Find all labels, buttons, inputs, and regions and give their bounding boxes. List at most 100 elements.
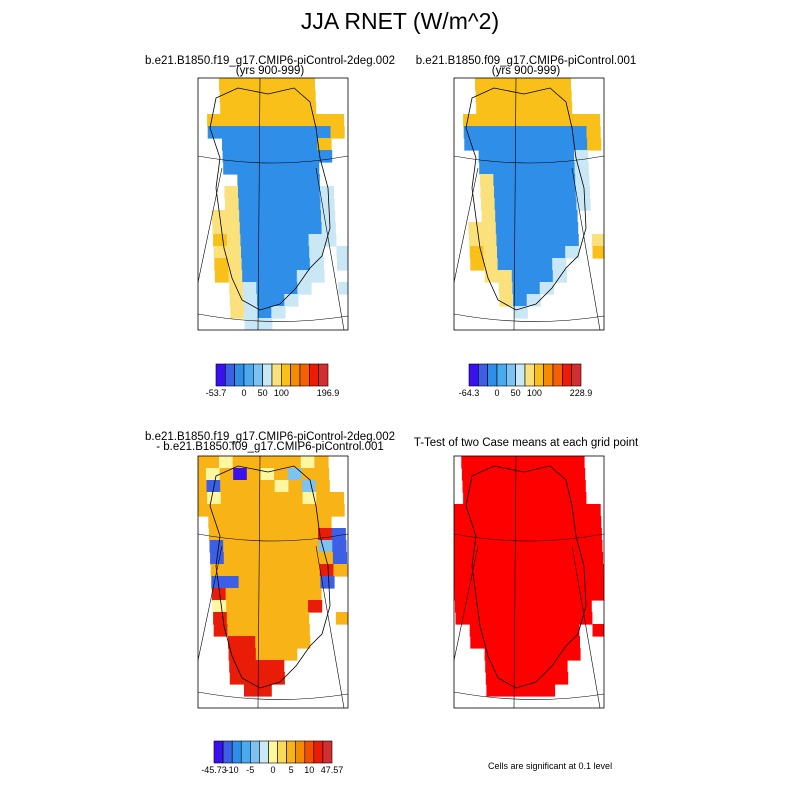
grid-cell [238, 564, 253, 577]
grid-cell [562, 576, 577, 589]
grid-cell [463, 504, 478, 517]
grid-cell [523, 600, 538, 613]
grid-cell [565, 246, 580, 259]
grid-cell [281, 612, 296, 625]
colorbar-swatch [543, 363, 554, 387]
grid-cell [320, 576, 335, 589]
colorbar-swatch [253, 363, 263, 387]
grid-cell [467, 588, 483, 601]
grid-cell [223, 552, 238, 565]
colorbar-swatch [271, 363, 282, 387]
colorbar-swatch [496, 363, 507, 387]
grid-cell [548, 564, 563, 577]
grid-cell [287, 456, 302, 469]
grid-cell [247, 102, 262, 115]
grid-cell [226, 600, 241, 613]
grid-cell [521, 564, 536, 577]
grid-cell [198, 456, 206, 469]
grid-cell [469, 246, 484, 259]
grid-cell [561, 540, 576, 553]
grid-cell [522, 210, 537, 223]
grid-cell [454, 600, 470, 613]
grid-cell [252, 588, 267, 601]
grid-cell [497, 624, 512, 637]
grid-cell [498, 648, 513, 661]
grid-cell [517, 480, 532, 493]
grid-cell [511, 270, 526, 283]
grid-cell [536, 222, 551, 235]
grid-cell [237, 174, 252, 187]
grid-cell [517, 102, 532, 115]
grid-cell [572, 126, 587, 139]
grid-cell [236, 150, 251, 163]
grid-cell [488, 78, 503, 91]
grid-cell [261, 102, 276, 115]
grid-cell [492, 528, 507, 541]
grid-cell [531, 126, 547, 139]
grid-cell [576, 576, 591, 589]
grid-cell [267, 612, 282, 625]
grid-cell [508, 210, 523, 223]
grid-cell [246, 78, 261, 91]
colorbar-swatch [286, 740, 297, 764]
grid-cell [478, 528, 493, 541]
colorbar-swatch [231, 740, 242, 764]
grid-cell [240, 234, 255, 247]
grid-cell [513, 306, 528, 319]
colorbar-tick-label: 0 [494, 388, 500, 398]
grid-cell [267, 222, 282, 235]
grid-cell [506, 540, 521, 553]
grid-cell [255, 636, 270, 649]
grid-cell [536, 600, 551, 613]
grid-cell [476, 480, 491, 493]
parallel-line [198, 155, 348, 164]
grid-cell [549, 576, 564, 589]
grid-cell [250, 162, 265, 175]
grid-cell [505, 516, 520, 529]
grid-cell [292, 564, 307, 577]
grid-cell [262, 516, 278, 529]
grid-cell [454, 588, 469, 601]
grid-cell [251, 552, 266, 565]
grid-cell [209, 540, 224, 553]
grid-cell [219, 90, 234, 103]
grid-cell [525, 648, 540, 661]
grid-cell [249, 516, 264, 529]
meridian-line [257, 456, 261, 708]
grid-cell [530, 90, 545, 103]
grid-cell [476, 102, 491, 115]
grid-cell [238, 186, 253, 199]
map-panel-4-cells [454, 456, 604, 708]
grid-cell [478, 150, 493, 163]
grid-cell [546, 528, 561, 541]
grid-cell [512, 282, 527, 295]
grid-cell [233, 90, 248, 103]
grid-cell [289, 504, 304, 517]
coastline [209, 87, 331, 311]
grid-cell [235, 504, 250, 517]
grid-cell [504, 504, 519, 517]
grid-cell [294, 222, 309, 235]
grid-cell [242, 282, 257, 295]
grid-cell [307, 588, 322, 601]
grid-cell [495, 600, 510, 613]
grid-cell [543, 468, 558, 481]
grid-cell [529, 78, 544, 91]
grid-cell [295, 624, 310, 637]
parallel-line [454, 155, 604, 164]
grid-cell [283, 282, 298, 295]
grid-cell [223, 162, 238, 175]
colorbar-swatch [243, 363, 254, 387]
grid-cell [539, 648, 554, 661]
grid-cell [265, 186, 280, 199]
grid-cell [330, 126, 345, 139]
grid-cell [257, 294, 272, 307]
grid-cell [502, 468, 517, 481]
grid-cell [212, 600, 227, 613]
grid-cell [526, 660, 541, 673]
grid-cell [219, 468, 234, 481]
grid-cell [527, 684, 542, 697]
grid-cell [293, 576, 308, 589]
grid-cell [319, 186, 334, 199]
grid-cell [207, 126, 222, 139]
